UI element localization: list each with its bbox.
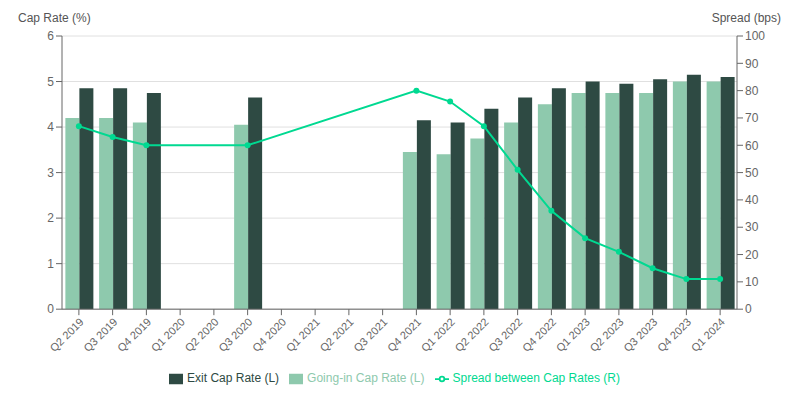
svg-text:3: 3 xyxy=(47,166,54,180)
svg-text:Q1 2020: Q1 2020 xyxy=(149,316,187,354)
html-text:Cap Rate (%): Cap Rate (%) xyxy=(18,11,91,25)
svg-text:Q1 2023: Q1 2023 xyxy=(554,316,592,354)
svg-text:Q1 2022: Q1 2022 xyxy=(419,316,457,354)
svg-text:90: 90 xyxy=(745,57,759,71)
svg-text:Q4 2023: Q4 2023 xyxy=(655,316,693,354)
svg-text:20: 20 xyxy=(745,248,759,262)
svg-text:30: 30 xyxy=(745,220,759,234)
html-text:Exit Cap Rate (L): Exit Cap Rate (L) xyxy=(187,371,280,386)
svg-text:Q4 2022: Q4 2022 xyxy=(520,316,558,354)
svg-text:Q2 2022: Q2 2022 xyxy=(452,316,490,354)
svg-text:Q2 2021: Q2 2021 xyxy=(317,316,355,354)
svg-text:10: 10 xyxy=(745,275,759,289)
svg-text:60: 60 xyxy=(745,139,759,153)
svg-text:4: 4 xyxy=(47,120,54,134)
svg-text:70: 70 xyxy=(745,111,759,125)
svg-text:Q1 2024: Q1 2024 xyxy=(689,316,727,354)
svg-text:40: 40 xyxy=(745,193,759,207)
svg-text:6: 6 xyxy=(47,29,54,43)
svg-text:Q1 2021: Q1 2021 xyxy=(284,316,322,354)
svg-text:Q3 2022: Q3 2022 xyxy=(486,316,524,354)
html-text:Spread (bps): Spread (bps) xyxy=(711,11,781,25)
svg-text:50: 50 xyxy=(745,166,759,180)
svg-text:0: 0 xyxy=(47,302,54,316)
svg-text:Q2 2020: Q2 2020 xyxy=(182,316,220,354)
svg-text:Q3 2021: Q3 2021 xyxy=(351,316,389,354)
svg-text:2: 2 xyxy=(47,211,54,225)
svg-text:Q3 2020: Q3 2020 xyxy=(216,316,254,354)
svg-text:Q2 2019: Q2 2019 xyxy=(47,316,85,354)
svg-text:5: 5 xyxy=(47,75,54,89)
svg-text:Q4 2020: Q4 2020 xyxy=(250,316,288,354)
svg-text:Q3 2023: Q3 2023 xyxy=(621,316,659,354)
svg-text:Q3 2019: Q3 2019 xyxy=(81,316,119,354)
svg-text:0: 0 xyxy=(745,302,752,316)
svg-text:Q4 2021: Q4 2021 xyxy=(385,316,423,354)
html-text:Going-in Cap Rate (L): Going-in Cap Rate (L) xyxy=(307,371,425,386)
svg-text:100: 100 xyxy=(745,29,765,43)
svg-text:Q2 2023: Q2 2023 xyxy=(587,316,625,354)
html-text:Spread between Cap Rates (R): Spread between Cap Rates (R) xyxy=(452,371,620,386)
svg-text:80: 80 xyxy=(745,84,759,98)
svg-text:Q4 2019: Q4 2019 xyxy=(115,316,153,354)
svg-text:1: 1 xyxy=(47,257,54,271)
